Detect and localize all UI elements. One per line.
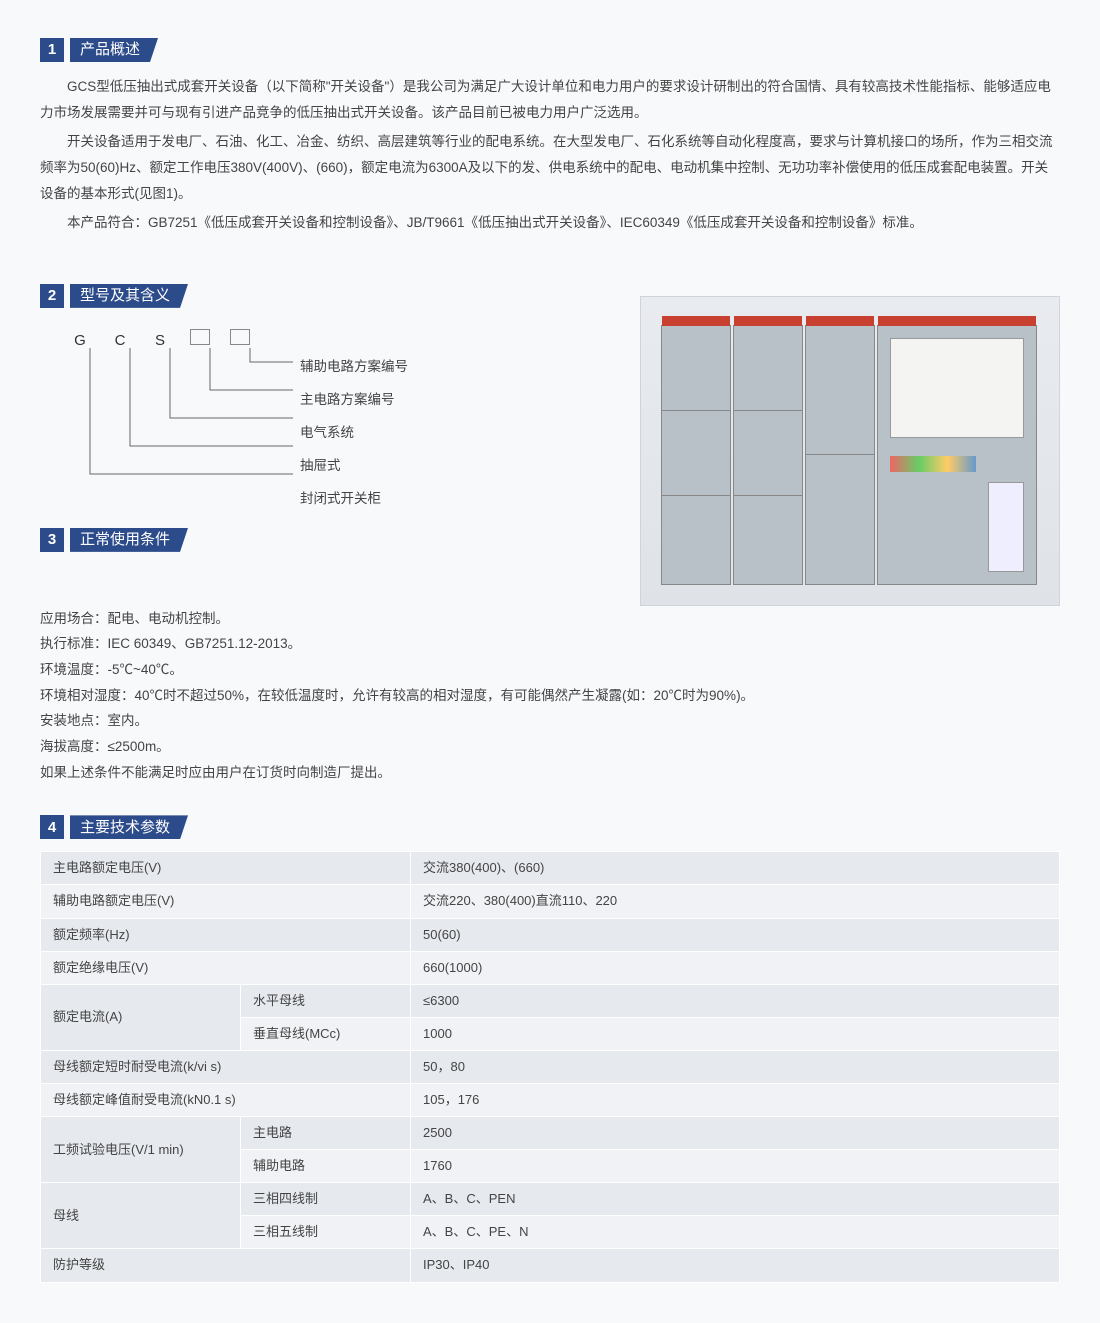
overview-p3: 本产品符合：GB7251《低压成套开关设备和控制设备》、JB/T9661《低压抽…	[40, 210, 1060, 236]
table-row: 母线额定峰值耐受电流(kN0.1 s)105，176	[41, 1083, 1060, 1116]
params-table: 主电路额定电压(V)交流380(400)、(660)辅助电路额定电压(V)交流2…	[40, 851, 1060, 1282]
model-label-0: 辅助电路方案编号	[300, 356, 408, 379]
section-4-num: 4	[40, 815, 64, 839]
model-diagram: G C S 辅助电路方案编号 主电路方案编号 电气系统 抽屉式	[70, 328, 610, 508]
cond-4: 环境相对湿度：40℃时不超过50%，在较低温度时，允许有较高的相对湿度，有可能偶…	[40, 683, 1060, 709]
section-1-header: 1 产品概述	[40, 38, 1060, 62]
section-1-title: 产品概述	[70, 38, 158, 62]
section-2-header: 2 型号及其含义	[40, 284, 610, 308]
cond-7: 如果上述条件不能满足时应由用户在订货时向制造厂提出。	[40, 760, 1060, 786]
table-row: 防护等级IP30、IP40	[41, 1249, 1060, 1282]
table-row: 额定电流(A)水平母线≤6300	[41, 984, 1060, 1017]
param-value: 660(1000)	[411, 951, 1060, 984]
param-label: 工频试验电压(V/1 min)	[41, 1117, 241, 1183]
param-value: 1760	[411, 1150, 1060, 1183]
param-sublabel: 主电路	[241, 1117, 411, 1150]
param-label: 额定绝缘电压(V)	[41, 951, 411, 984]
cond-2: 执行标准：IEC 60349、GB7251.12-2013。	[40, 631, 1060, 657]
param-label: 额定电流(A)	[41, 984, 241, 1050]
section-3-num: 3	[40, 528, 64, 552]
section-2-title: 型号及其含义	[70, 284, 188, 308]
param-value: 105，176	[411, 1083, 1060, 1116]
param-value: 1000	[411, 1017, 1060, 1050]
param-value: 交流380(400)、(660)	[411, 852, 1060, 885]
param-sublabel: 三相五线制	[241, 1216, 411, 1249]
param-label: 防护等级	[41, 1249, 411, 1282]
param-label: 辅助电路额定电压(V)	[41, 885, 411, 918]
param-value: A、B、C、PE、N	[411, 1216, 1060, 1249]
model-brackets	[78, 348, 298, 508]
model-label-2: 电气系统	[300, 422, 408, 445]
model-label-1: 主电路方案编号	[300, 389, 408, 412]
param-sublabel: 垂直母线(MCc)	[241, 1017, 411, 1050]
model-label-4: 封闭式开关柜	[300, 488, 408, 511]
section-4-header: 4 主要技术参数	[40, 815, 1060, 839]
param-value: IP30、IP40	[411, 1249, 1060, 1282]
param-value: 50(60)	[411, 918, 1060, 951]
model-label-3: 抽屉式	[300, 455, 408, 478]
table-row: 母线额定短时耐受电流(k/vi s)50，80	[41, 1050, 1060, 1083]
section-1-num: 1	[40, 38, 64, 62]
section-2-num: 2	[40, 284, 64, 308]
table-row: 母线三相四线制A、B、C、PEN	[41, 1183, 1060, 1216]
param-label: 母线	[41, 1183, 241, 1249]
cond-3: 环境温度：-5℃~40℃。	[40, 657, 1060, 683]
table-row: 主电路额定电压(V)交流380(400)、(660)	[41, 852, 1060, 885]
table-row: 额定绝缘电压(V)660(1000)	[41, 951, 1060, 984]
param-value: ≤6300	[411, 984, 1060, 1017]
overview-p1: GCS型低压抽出式成套开关设备（以下简称"开关设备"）是我公司为满足广大设计单位…	[40, 74, 1060, 125]
overview-p2: 开关设备适用于发电厂、石油、化工、冶金、纺织、高层建筑等行业的配电系统。在大型发…	[40, 129, 1060, 206]
param-label: 额定频率(Hz)	[41, 918, 411, 951]
section-4-title: 主要技术参数	[70, 815, 188, 839]
param-value: 2500	[411, 1117, 1060, 1150]
cond-6: 海拔高度：≤2500m。	[40, 734, 1060, 760]
param-value: 交流220、380(400)直流110、220	[411, 885, 1060, 918]
param-sublabel: 三相四线制	[241, 1183, 411, 1216]
param-label: 母线额定短时耐受电流(k/vi s)	[41, 1050, 411, 1083]
param-value: 50，80	[411, 1050, 1060, 1083]
model-labels: 辅助电路方案编号 主电路方案编号 电气系统 抽屉式 封闭式开关柜	[300, 356, 408, 521]
section-3-title: 正常使用条件	[70, 528, 188, 552]
param-sublabel: 辅助电路	[241, 1150, 411, 1183]
cond-1: 应用场合：配电、电动机控制。	[40, 606, 1060, 632]
param-value: A、B、C、PEN	[411, 1183, 1060, 1216]
param-sublabel: 水平母线	[241, 984, 411, 1017]
table-row: 辅助电路额定电压(V)交流220、380(400)直流110、220	[41, 885, 1060, 918]
param-label: 母线额定峰值耐受电流(kN0.1 s)	[41, 1083, 411, 1116]
table-row: 工频试验电压(V/1 min)主电路2500	[41, 1117, 1060, 1150]
product-image	[640, 296, 1060, 606]
table-row: 额定频率(Hz)50(60)	[41, 918, 1060, 951]
section-3-header: 3 正常使用条件	[40, 528, 610, 552]
cond-5: 安装地点：室内。	[40, 708, 1060, 734]
param-label: 主电路额定电压(V)	[41, 852, 411, 885]
